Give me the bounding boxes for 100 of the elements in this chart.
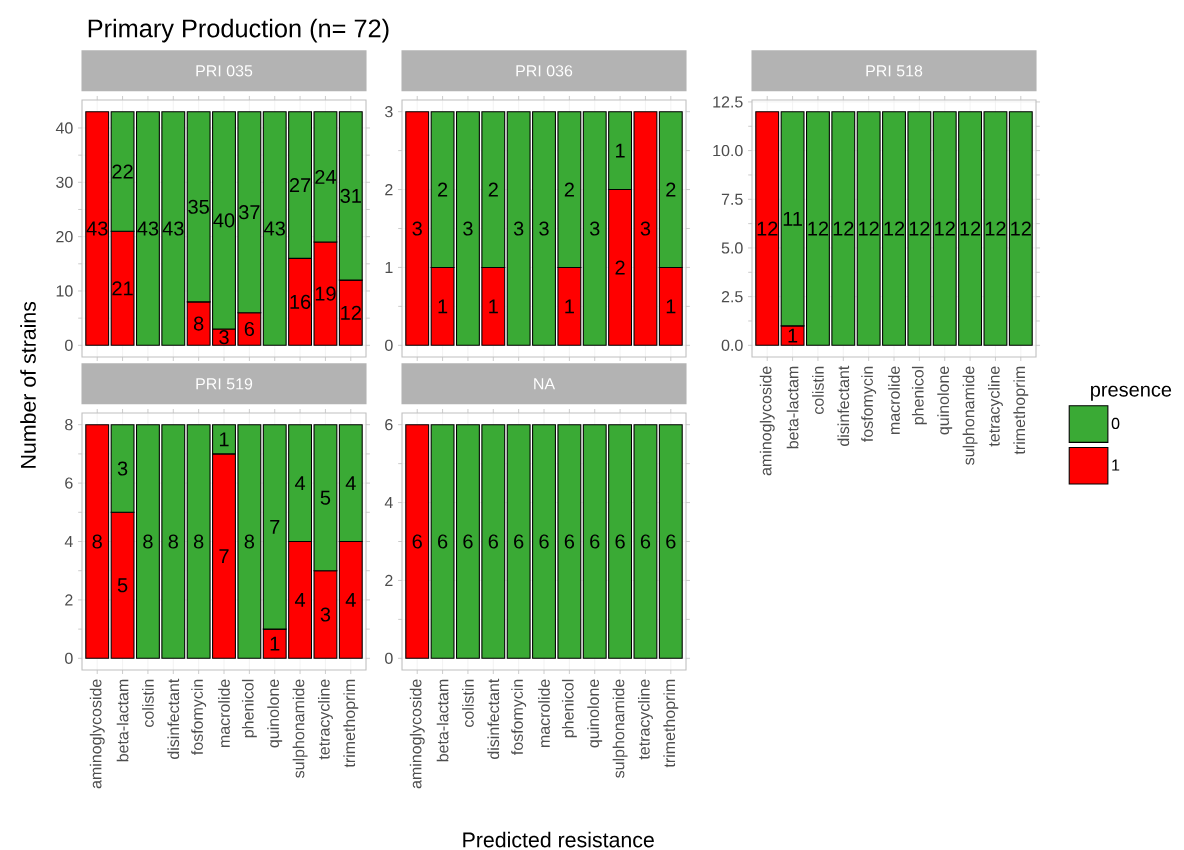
data-label: 1 (270, 636, 280, 651)
data-label: 3 (117, 461, 128, 476)
x-tick-label: disinfectant (487, 678, 500, 759)
data-label: 3 (513, 221, 524, 236)
chart-subtitle: PRI 519 (196, 378, 253, 390)
data-label: 2 (564, 182, 574, 197)
y-tick-label: 2 (65, 594, 73, 606)
data-label: 6 (412, 534, 422, 549)
y-tick-label: 4 (384, 497, 393, 509)
data-label: 1 (788, 328, 798, 343)
data-label: 2 (488, 182, 498, 197)
data-label: 12 (909, 221, 930, 236)
x-tick-label: fosfomycin (861, 366, 877, 442)
y-tick-label: 5.0 (721, 242, 743, 254)
data-label: 6 (666, 534, 676, 549)
data-label: 4 (294, 476, 306, 490)
data-label: 6 (438, 534, 448, 549)
x-tick-label: macrolide (218, 679, 230, 747)
bar (405, 111, 430, 346)
x-axis-title: Predicted resistance (463, 831, 654, 848)
y-tick-label: 10.0 (713, 144, 743, 157)
y-tick-label: 30 (56, 176, 73, 188)
data-label: 12 (985, 221, 1006, 236)
y-tick-label: 0.0 (721, 339, 743, 351)
x-tick-label: disinfectant (837, 365, 850, 446)
y-tick-label: 2 (385, 183, 393, 196)
x-tick-label: aminoglycoside (409, 679, 425, 789)
data-label: 1 (666, 299, 676, 314)
data-label: 6 (564, 534, 575, 549)
x-tick-label: phenicol (911, 366, 927, 425)
data-label: 11 (783, 211, 802, 226)
data-label: 7 (270, 520, 280, 534)
data-label: 6 (514, 534, 524, 549)
x-tick-label: sulphonamide (612, 679, 628, 778)
data-label: 6 (590, 534, 600, 549)
data-label: 6 (244, 321, 255, 337)
data-label: 8 (193, 316, 204, 331)
legend-label: 0 (1111, 417, 1120, 430)
y-tick-label: 1 (385, 261, 393, 273)
data-label: 6 (615, 534, 625, 549)
data-label: 1 (219, 432, 229, 447)
x-tick-label: trimethoprim (663, 679, 679, 768)
chart-subtitle: NA (534, 378, 556, 390)
x-tick-label: sulphonamide (962, 366, 978, 465)
data-label: 7 (219, 549, 229, 563)
x-tick-label: fosfomycin (511, 679, 527, 755)
y-tick-label: 2 (385, 574, 393, 587)
y-tick-label: 7.5 (721, 193, 743, 205)
data-label: 24 (315, 169, 336, 184)
x-tick-label: phenicol (561, 679, 577, 738)
chart-subtitle: PRI 518 (866, 65, 923, 77)
x-tick-label: fosfomycin (191, 679, 207, 755)
y-tick-label: 12.5 (713, 96, 743, 108)
bar (85, 111, 110, 346)
x-tick-label: beta-lactam (786, 366, 799, 449)
data-label: 43 (264, 221, 285, 236)
x-tick-label: quinolone (267, 679, 283, 748)
y-tick-label: 40 (55, 122, 73, 134)
data-label: 1 (438, 299, 448, 314)
data-label: 3 (463, 221, 473, 236)
y-tick-label: 0 (385, 652, 393, 664)
x-tick-label: disinfectant (167, 678, 180, 759)
data-label: 6 (488, 534, 498, 549)
x-tick-label: aminoglycoside (759, 366, 775, 476)
y-tick-label: 10 (56, 285, 73, 297)
data-label: 8 (193, 534, 204, 549)
y-tick-label: 0 (65, 652, 73, 664)
legend-title: presence (1091, 385, 1172, 401)
data-label: 40 (213, 213, 235, 228)
data-label: 1 (489, 299, 498, 314)
data-label: 5 (320, 490, 331, 505)
y-tick-label: 6 (65, 477, 73, 489)
data-label: 43 (86, 221, 108, 236)
x-tick-label: tetracycline (637, 679, 653, 760)
y-tick-label: 20 (56, 230, 73, 243)
data-label: 3 (412, 221, 422, 236)
data-label: 6 (539, 534, 549, 549)
y-tick-label: 3 (385, 106, 393, 118)
data-label: 12 (935, 221, 955, 236)
data-label: 35 (188, 199, 209, 214)
data-label: 4 (294, 593, 306, 607)
data-label: 6 (463, 534, 473, 549)
data-label: 12 (960, 221, 981, 236)
bar (85, 424, 110, 659)
data-label: 27 (289, 178, 311, 193)
data-label: 3 (219, 330, 229, 345)
data-label: 3 (320, 607, 331, 622)
chart-subtitle: PRI 035 (196, 65, 253, 77)
x-tick-label: trimethoprim (343, 679, 359, 768)
data-label: 6 (640, 534, 651, 549)
data-label: 12 (833, 221, 854, 236)
y-tick-label: 0 (385, 339, 393, 351)
data-label: 8 (92, 534, 102, 549)
data-label: 3 (539, 221, 549, 236)
data-label: 16 (290, 294, 311, 309)
data-label: 5 (117, 578, 128, 593)
legend-label: 1 (1112, 459, 1120, 471)
x-tick-label: beta-lactam (436, 679, 449, 762)
data-label: 3 (640, 221, 651, 236)
x-tick-label: beta-lactam (116, 679, 129, 762)
